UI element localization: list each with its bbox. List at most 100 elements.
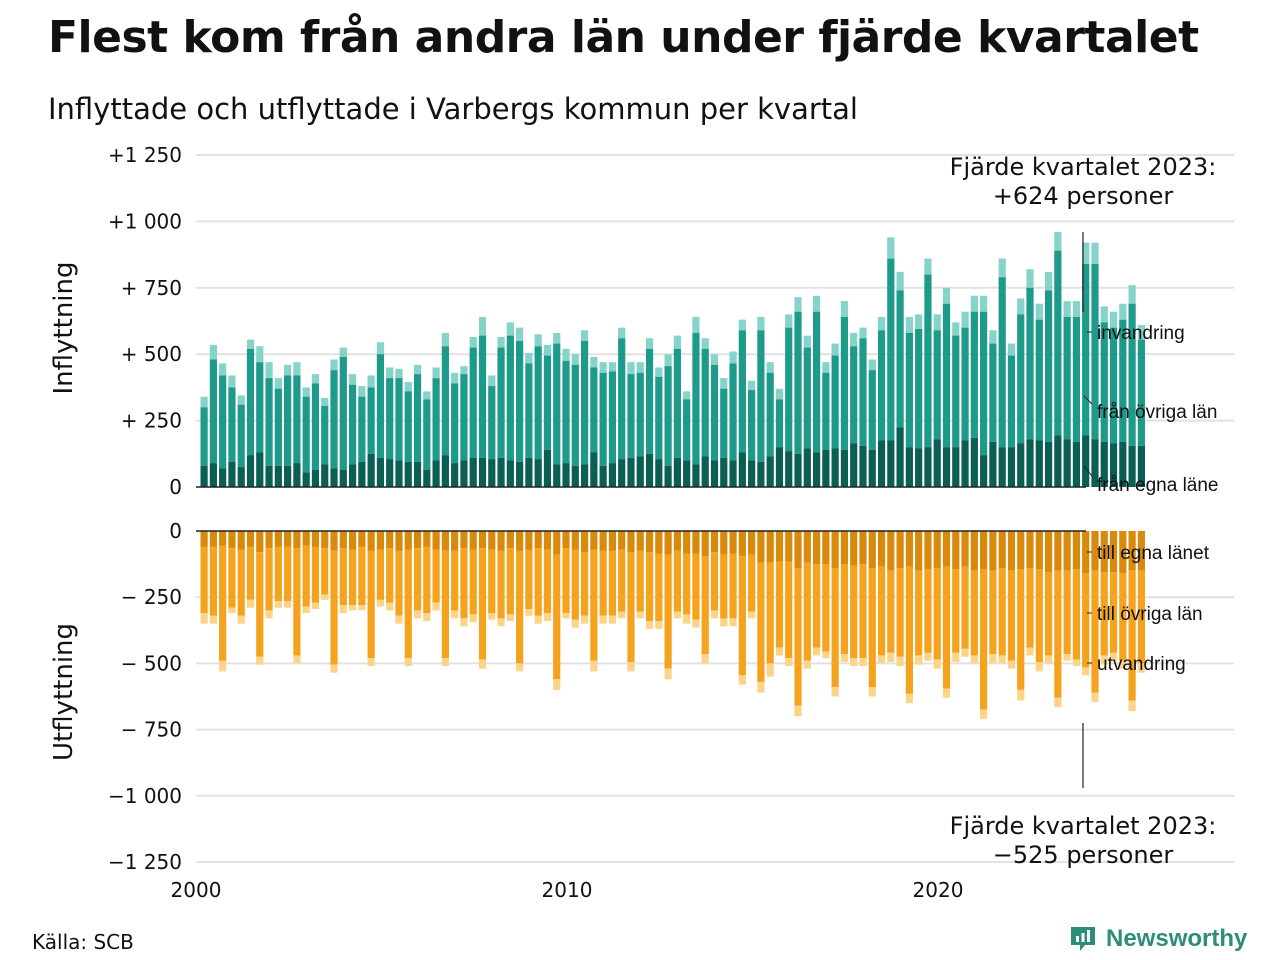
- bar-utvandring: [580, 615, 589, 624]
- bar-till-ovriga-lan: [413, 548, 422, 611]
- bar-invandring: [395, 368, 403, 379]
- bar-utvandring: [1091, 692, 1099, 702]
- bar-fran-egna-lanet: [265, 465, 273, 487]
- bar-invandring: [868, 359, 876, 371]
- bar-till-ovriga-lan: [237, 549, 245, 616]
- bar-till-ovriga-lan: [664, 554, 672, 669]
- bar-till-egna-lanet: [478, 531, 487, 549]
- bar-utvandring: [673, 611, 681, 619]
- bar-utvandring: [766, 663, 774, 677]
- bar-fran-egna-lanet: [284, 465, 292, 487]
- bar-till-ovriga-lan: [1109, 572, 1118, 653]
- bar-fran-ovriga-lan: [1072, 317, 1081, 442]
- bar-fran-ovriga-lan: [525, 363, 533, 458]
- bar-fran-ovriga-lan: [627, 374, 635, 458]
- chart: +1 250 +1 000 + 750 + 500 + 250 0 0 − 250 − 500 −…: [49, 143, 1234, 900]
- bar-fran-egna-lanet: [812, 452, 821, 487]
- bar-utvandring: [1072, 659, 1081, 667]
- bar-fran-ovriga-lan: [896, 290, 904, 428]
- bar-invandring: [1026, 269, 1034, 288]
- bar-fran-ovriga-lan: [256, 362, 264, 453]
- bar-utvandring: [896, 656, 904, 667]
- bar-till-egna-lanet: [246, 531, 255, 547]
- bar-fran-egna-lanet: [980, 455, 988, 487]
- bar-fran-ovriga-lan: [1007, 355, 1016, 448]
- bar-invandring: [516, 327, 524, 341]
- bar-invandring: [553, 332, 561, 344]
- bar-till-ovriga-lan: [321, 548, 329, 595]
- bar-fran-ovriga-lan: [228, 387, 236, 462]
- bar-fran-egna-lanet: [608, 463, 617, 487]
- bar-utvandring: [1119, 660, 1127, 669]
- bar-invandring: [961, 311, 969, 328]
- bar-utvandring: [256, 656, 264, 665]
- bar-till-ovriga-lan: [293, 548, 301, 656]
- bar-till-ovriga-lan: [246, 546, 255, 600]
- annotation-top: Fjärde kvartalet 2023: +624 personer: [950, 153, 1216, 312]
- bar-invandring: [618, 327, 626, 339]
- bar-till-egna-lanet: [998, 531, 1006, 569]
- bar-fran-ovriga-lan: [664, 366, 672, 466]
- bar-till-egna-lanet: [1026, 531, 1034, 569]
- bar-utvandring: [998, 655, 1006, 664]
- bar-invandring: [441, 332, 449, 347]
- bar-till-egna-lanet: [961, 531, 969, 567]
- y-tick-bottom: − 500: [121, 651, 182, 675]
- bar-utvandring: [775, 647, 784, 656]
- source-note: Källa: SCB: [32, 930, 134, 954]
- bar-invandring: [1100, 306, 1108, 323]
- bar-invandring: [1054, 232, 1062, 251]
- bar-till-egna-lanet: [785, 531, 793, 562]
- bar-invandring: [822, 362, 830, 373]
- bar-utvandring: [692, 619, 700, 628]
- bar-utvandring: [1100, 655, 1108, 665]
- bar-fran-ovriga-lan: [1063, 317, 1071, 440]
- bar-utvandring: [608, 615, 617, 624]
- bar-invandring: [237, 395, 245, 405]
- bar-invandring: [850, 332, 858, 347]
- bar-till-ovriga-lan: [608, 550, 617, 616]
- bar-invandring: [794, 297, 802, 312]
- bar-fran-ovriga-lan: [757, 330, 765, 462]
- bar-utvandring: [553, 679, 561, 690]
- bar-till-egna-lanet: [618, 531, 626, 550]
- bar-till-egna-lanet: [812, 531, 821, 565]
- bar-utvandring: [516, 663, 524, 672]
- y-tick-top: +1 250: [108, 143, 182, 167]
- bar-till-ovriga-lan: [451, 550, 459, 611]
- bar-fran-ovriga-lan: [488, 386, 496, 460]
- bar-utvandring: [636, 611, 644, 619]
- bar-fran-ovriga-lan: [516, 340, 524, 462]
- bar-fran-ovriga-lan: [775, 399, 784, 448]
- bar-fran-ovriga-lan: [720, 388, 728, 458]
- bar-till-ovriga-lan: [775, 561, 784, 648]
- bar-utvandring: [1026, 647, 1034, 656]
- bar-till-ovriga-lan: [887, 570, 895, 653]
- bar-till-ovriga-lan: [1054, 570, 1062, 698]
- bar-invandring: [246, 339, 255, 349]
- bar-till-egna-lanet: [367, 531, 375, 551]
- bar-till-ovriga-lan: [228, 548, 236, 608]
- bar-invandring: [543, 344, 552, 356]
- bar-till-egna-lanet: [636, 531, 644, 551]
- bar-till-ovriga-lan: [942, 566, 951, 689]
- bar-utvandring: [376, 599, 385, 607]
- bar-utvandring: [757, 681, 765, 693]
- bar-invandring: [1082, 242, 1090, 264]
- bar-utvandring: [989, 654, 997, 664]
- bar-fran-ovriga-lan: [348, 384, 357, 465]
- bar-utvandring: [543, 613, 552, 622]
- bar-till-ovriga-lan: [980, 569, 988, 710]
- bar-till-egna-lanet: [311, 531, 320, 547]
- bar-till-ovriga-lan: [1007, 570, 1016, 661]
- brand-logo[interactable]: Newsworthy: [1068, 924, 1247, 954]
- bar-fran-ovriga-lan: [766, 372, 774, 457]
- bar-fran-ovriga-lan: [970, 311, 978, 438]
- bar-till-ovriga-lan: [710, 552, 719, 611]
- bar-fran-egna-lanet: [673, 457, 681, 487]
- bar-fran-ovriga-lan: [822, 372, 830, 450]
- label-utvandring: utvandring: [1097, 654, 1186, 675]
- bar-till-egna-lanet: [293, 531, 301, 549]
- bar-fran-egna-lanet: [237, 467, 245, 487]
- bar-invandring: [785, 314, 793, 328]
